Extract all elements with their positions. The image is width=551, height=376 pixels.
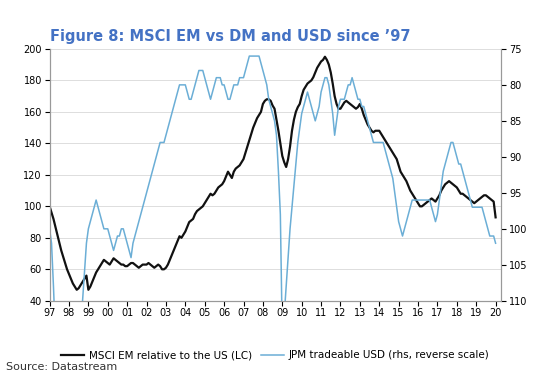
JPM tradeable USD (rhs, reverse scale): [479, 205, 485, 209]
JPM tradeable USD (rhs, reverse scale): [246, 54, 252, 58]
Text: Source: Datastream: Source: Datastream: [6, 362, 117, 372]
Text: Figure 8: MSCI EM vs DM and USD since ’97: Figure 8: MSCI EM vs DM and USD since ’9…: [50, 29, 410, 44]
Line: JPM tradeable USD (rhs, reverse scale): JPM tradeable USD (rhs, reverse scale): [50, 56, 495, 376]
MSCI EM relative to the US (LC): [58, 248, 64, 253]
MSCI EM relative to the US (LC): [46, 204, 53, 209]
JPM tradeable USD (rhs, reverse scale): [460, 169, 466, 173]
MSCI EM relative to the US (LC): [73, 288, 80, 292]
MSCI EM relative to the US (LC): [492, 215, 499, 220]
JPM tradeable USD (rhs, reverse scale): [46, 227, 53, 231]
MSCI EM relative to the US (LC): [460, 191, 466, 196]
JPM tradeable USD (rhs, reverse scale): [492, 241, 499, 246]
MSCI EM relative to the US (LC): [475, 198, 482, 202]
JPM tradeable USD (rhs, reverse scale): [475, 205, 482, 209]
MSCI EM relative to the US (LC): [112, 258, 119, 262]
JPM tradeable USD (rhs, reverse scale): [112, 241, 119, 246]
Legend: MSCI EM relative to the US (LC), JPM tradeable USD (rhs, reverse scale): MSCI EM relative to the US (LC), JPM tra…: [57, 346, 494, 365]
MSCI EM relative to the US (LC): [322, 55, 328, 59]
MSCI EM relative to the US (LC): [238, 160, 245, 164]
MSCI EM relative to the US (LC): [479, 195, 485, 199]
Line: MSCI EM relative to the US (LC): MSCI EM relative to the US (LC): [50, 57, 495, 290]
JPM tradeable USD (rhs, reverse scale): [238, 76, 245, 80]
